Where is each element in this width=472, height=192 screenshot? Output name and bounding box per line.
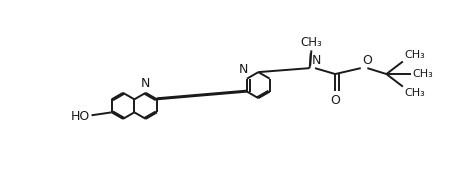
Text: O: O xyxy=(362,54,372,67)
Text: CH₃: CH₃ xyxy=(404,88,425,98)
Text: CH₃: CH₃ xyxy=(404,50,425,60)
Text: N: N xyxy=(239,63,248,76)
Text: N: N xyxy=(141,77,151,90)
Text: N: N xyxy=(312,54,321,67)
Text: HO: HO xyxy=(70,110,90,123)
Text: CH₃: CH₃ xyxy=(301,36,322,49)
Text: CH₃: CH₃ xyxy=(413,69,433,79)
Text: O: O xyxy=(330,94,340,107)
